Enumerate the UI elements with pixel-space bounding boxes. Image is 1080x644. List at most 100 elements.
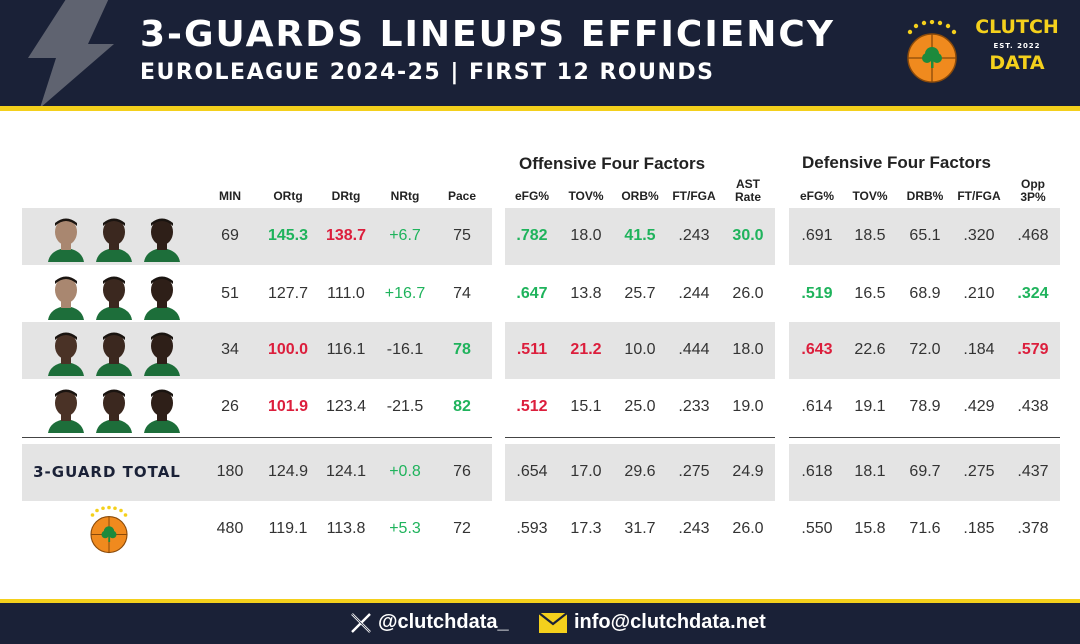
total-row-def-cell: .437 [1017, 463, 1049, 480]
row-band [789, 208, 1060, 265]
team-row-off-cell: 26.0 [732, 520, 764, 537]
lineup-row-base-cell: 127.7 [267, 285, 309, 302]
lineup-row-off-cell: .782 [516, 227, 548, 244]
clutch-data-logo: CLUTCH EST. 2022 DATA [975, 16, 1059, 74]
email-contact[interactable]: info@clutchdata.net [538, 611, 766, 634]
lineup-row-base-cell: 145.3 [267, 227, 309, 244]
total-row-base-cell: 124.9 [267, 463, 309, 480]
team-logo-icon [90, 505, 128, 554]
lineup-players [44, 212, 184, 262]
lineup-row-off-cell: 18.0 [732, 341, 764, 358]
lineup-row-def-cell: 68.9 [909, 285, 941, 302]
total-row-base-cell: 76 [453, 463, 471, 480]
lineup-row-def-cell: .519 [801, 285, 833, 302]
total-separator [789, 437, 1060, 438]
player-headshot-icon [48, 218, 84, 262]
column-header: DRtg [331, 189, 361, 203]
row-band [505, 322, 775, 379]
player-headshot-icon [48, 276, 84, 320]
team-row-base-cell: 113.8 [326, 520, 366, 537]
total-row-base-cell: 180 [216, 463, 244, 480]
lineup-row-def-cell: .438 [1017, 398, 1049, 415]
column-header: FT/FGA [672, 189, 716, 203]
total-row-off-cell: .275 [678, 463, 710, 480]
total-row-off-cell: .654 [516, 463, 548, 480]
column-header: 3P% [1020, 190, 1046, 204]
column-header: ORtg [273, 189, 303, 203]
team-row-base-cell: 119.1 [268, 520, 308, 537]
total-row-def-cell: .275 [963, 463, 995, 480]
player-headshot-icon [96, 389, 132, 433]
column-header: Rate [734, 190, 761, 204]
team-row-off-cell: .593 [516, 520, 548, 537]
team-row-off-cell: .243 [678, 520, 710, 537]
total-row-off-cell: 24.9 [732, 463, 764, 480]
lineup-row-base-cell: 51 [221, 285, 239, 302]
lightning-bolt-icon [28, 0, 114, 106]
page-title: 3-GUARDS LINEUPS EFFICIENCY [140, 14, 835, 55]
column-header: Pace [447, 189, 477, 203]
team-row-base-cell: 480 [216, 520, 244, 537]
offensive-section-title: Offensive Four Factors [519, 154, 706, 173]
column-header: eFG% [514, 189, 549, 203]
lineup-row-base-cell: 82 [453, 398, 471, 415]
column-header: TOV% [568, 189, 604, 203]
lineup-row-def-cell: .429 [963, 398, 995, 415]
lineup-row-base-cell: 116.1 [326, 341, 366, 358]
footer-bar: @clutchdata_ info@clutchdata.net [0, 603, 1080, 644]
row-band [789, 444, 1060, 501]
player-headshot-icon [144, 276, 180, 320]
lineup-row-off-cell: .512 [516, 398, 548, 415]
lineup-row-off-cell: .244 [678, 285, 710, 302]
lineup-row-off-cell: 26.0 [732, 285, 764, 302]
lineup-row-def-cell: .184 [963, 341, 995, 358]
twitter-handle[interactable]: @clutchdata_ [350, 611, 509, 634]
team-row-def-cell: .185 [963, 520, 995, 537]
total-row-base-cell: +0.8 [389, 463, 421, 480]
panathinaikos-logo-icon [907, 20, 957, 83]
player-headshot-icon [96, 276, 132, 320]
column-header: TOV% [852, 189, 888, 203]
column-header: AST [736, 177, 760, 191]
lineup-row-def-cell: .210 [963, 285, 995, 302]
lineup-row-off-cell: 25.0 [624, 398, 656, 415]
player-headshot-icon [144, 332, 180, 376]
header-divider [0, 106, 1080, 111]
lineup-row-base-cell: +16.7 [384, 285, 426, 302]
x-logo-icon [350, 612, 372, 634]
lineup-row-def-cell: 16.5 [854, 285, 886, 302]
lineup-players [44, 326, 184, 376]
total-row-def-cell: .618 [801, 463, 833, 480]
lineup-row-def-cell: 72.0 [909, 341, 941, 358]
total-row-def-cell: 69.7 [909, 463, 941, 480]
lineup-row-def-cell: 65.1 [909, 227, 941, 244]
row-band [22, 444, 492, 501]
lineup-row-off-cell: 19.0 [732, 398, 764, 415]
lineup-row-off-cell: .233 [678, 398, 710, 415]
column-header: Opp [1021, 177, 1045, 191]
player-headshot-icon [96, 332, 132, 376]
lineup-row-base-cell: 138.7 [325, 227, 367, 244]
lineup-row-def-cell: .324 [1017, 285, 1049, 302]
column-header: ORB% [621, 189, 659, 203]
column-header: MIN [219, 189, 241, 203]
lineup-row-base-cell: -21.5 [386, 398, 424, 415]
lineup-row-base-cell: 34 [221, 341, 239, 358]
lineup-row-base-cell: +6.7 [389, 227, 421, 244]
lineup-row-base-cell: 75 [453, 227, 471, 244]
row-band [789, 322, 1060, 379]
lineup-row-off-cell: .511 [516, 341, 548, 358]
team-row-def-cell: 71.6 [909, 520, 941, 537]
row-band [505, 208, 775, 265]
player-headshot-icon [144, 389, 180, 433]
lineup-row-base-cell: -16.1 [386, 341, 424, 358]
player-headshot-icon [96, 218, 132, 262]
team-row-base-cell: 72 [453, 520, 471, 537]
lineup-row-def-cell: .468 [1017, 227, 1049, 244]
team-row-def-cell: .378 [1017, 520, 1049, 537]
lineup-row-off-cell: 10.0 [624, 341, 656, 358]
team-row-base-cell: +5.3 [389, 520, 421, 537]
player-headshot-icon [144, 218, 180, 262]
total-row-off-cell: 29.6 [624, 463, 656, 480]
lineup-row-base-cell: 78 [453, 341, 471, 358]
